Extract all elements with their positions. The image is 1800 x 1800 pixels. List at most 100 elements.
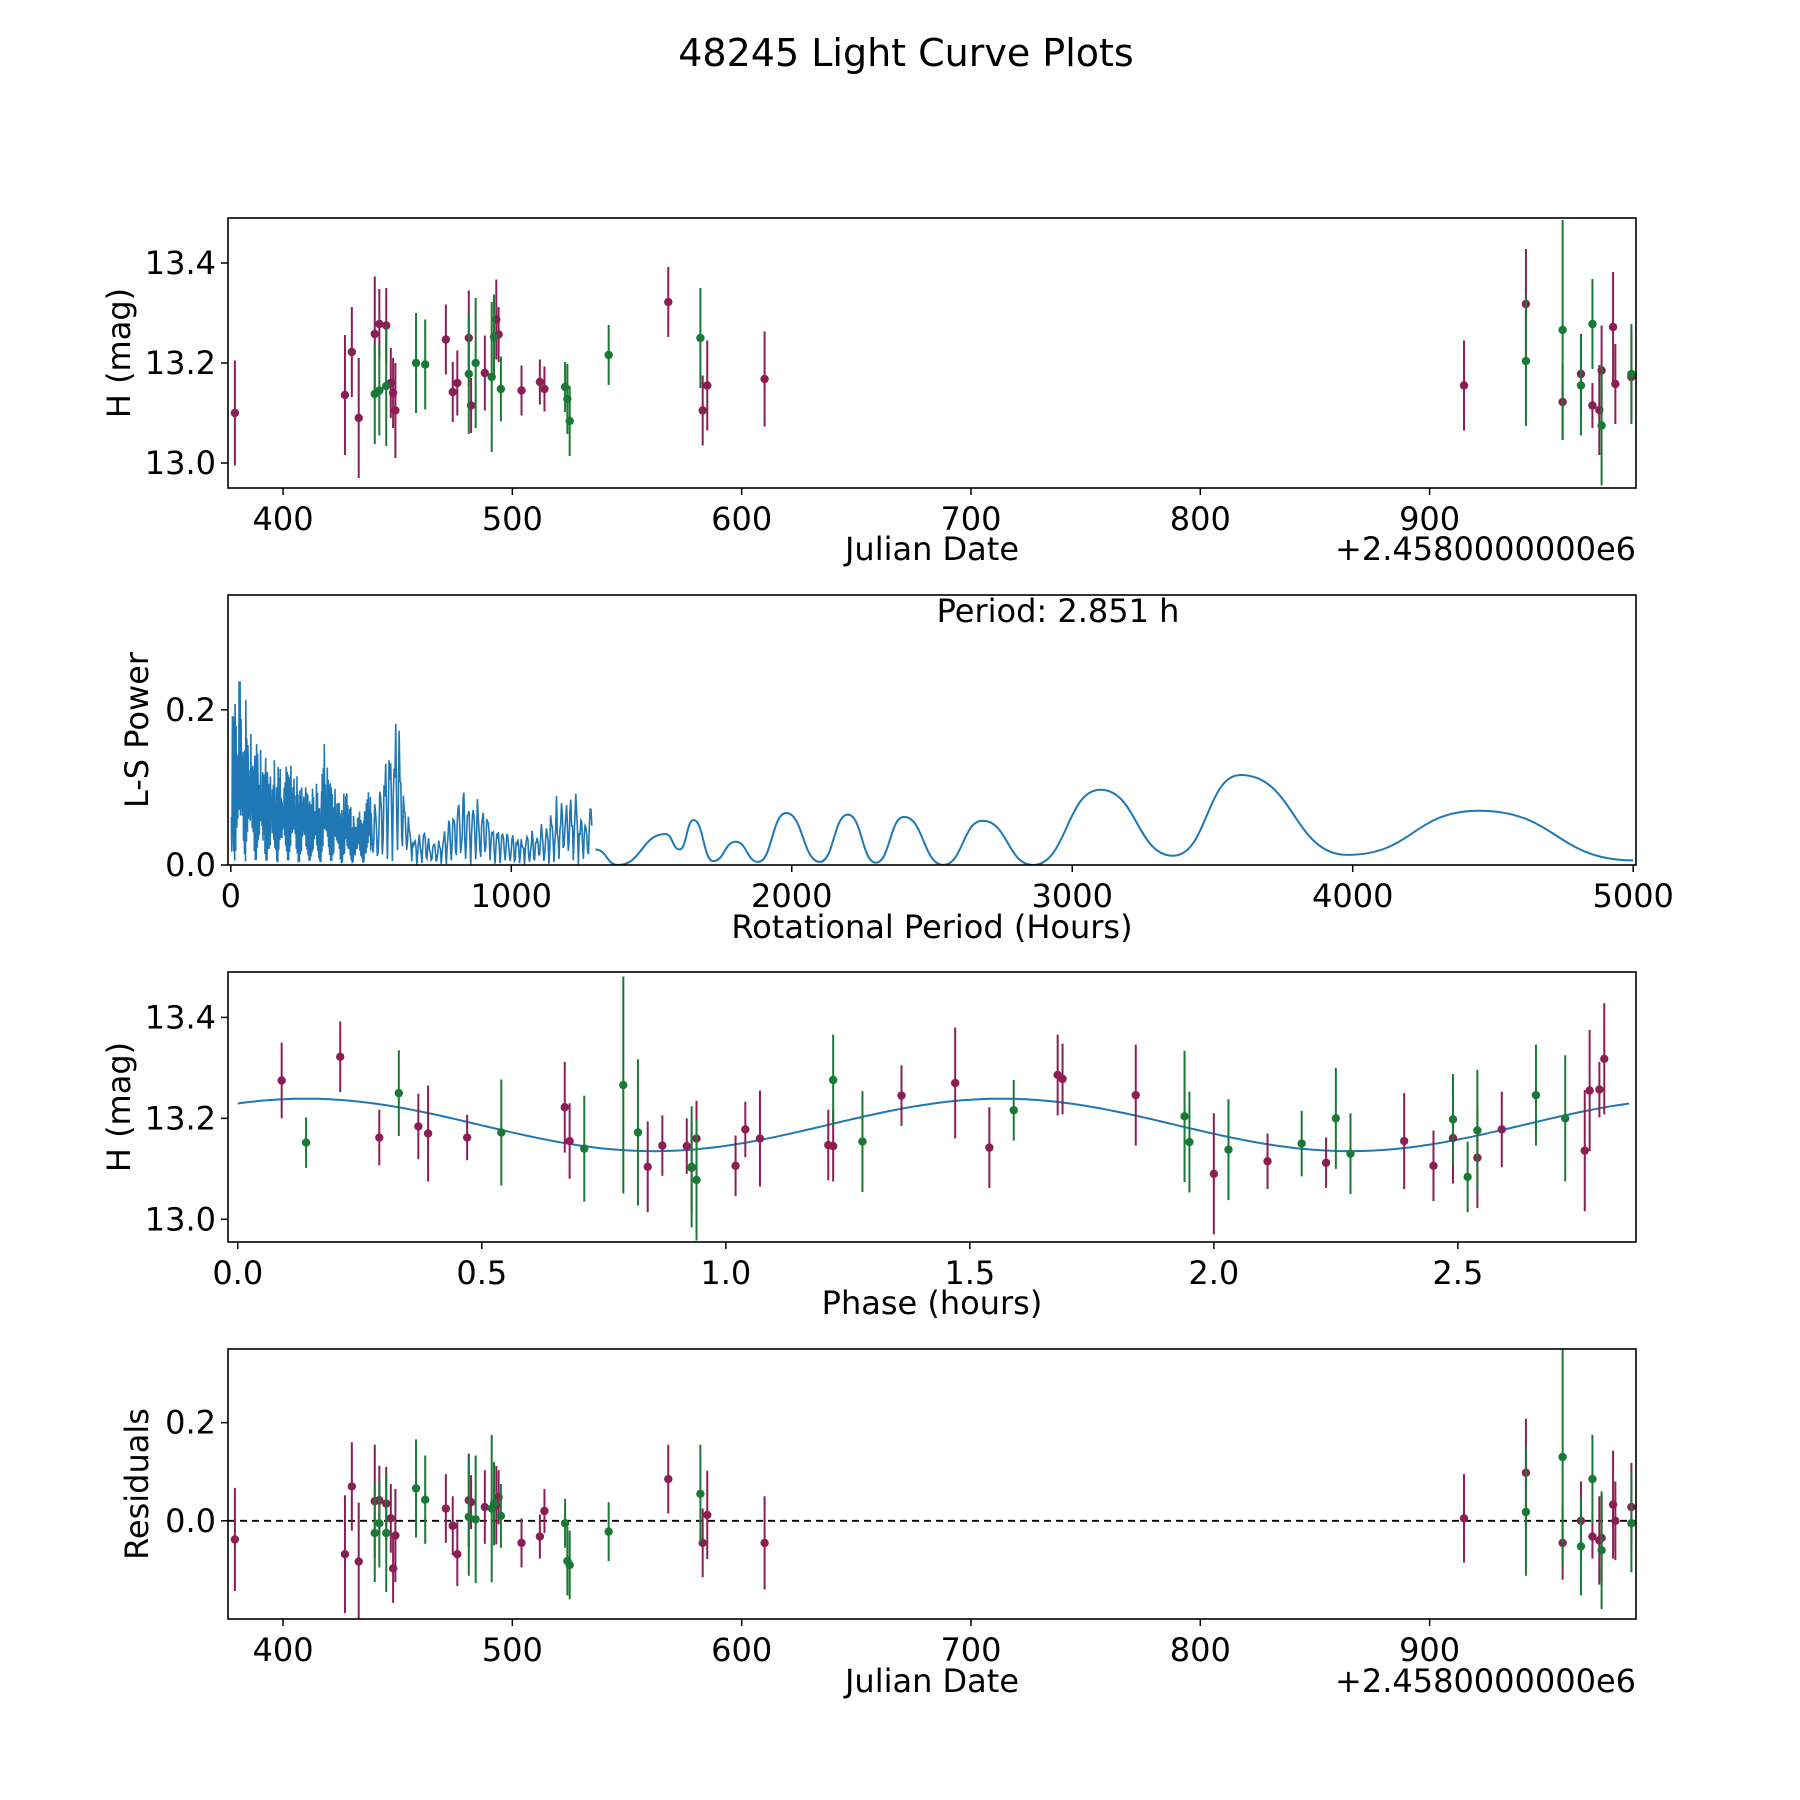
data-point [1429,1161,1438,1170]
data-point [277,1076,286,1085]
data-point [354,413,363,423]
data-point [1558,1452,1567,1462]
data-point [1588,401,1597,410]
data-point [1263,1157,1272,1166]
data-point [828,1141,838,1151]
data-point [394,1088,404,1098]
data-point [560,1103,569,1112]
data-point [658,1141,667,1150]
data-point [560,1519,570,1528]
data-point [375,1133,384,1142]
series-magenta [277,1003,1609,1235]
data-point [703,381,712,390]
series-green [370,1349,1636,1610]
data-point [480,368,490,378]
data-point [828,1075,838,1085]
data-point [340,1550,350,1559]
data-point [1497,1125,1506,1134]
raw-offset-label: +2.4580000000e6 [1335,530,1636,568]
data-point [687,1162,696,1172]
series-magenta [230,249,1636,478]
data-point [448,387,457,397]
data-point [382,1528,391,1538]
data-point [698,406,707,415]
data-point [535,1532,545,1541]
data-point [1627,1519,1636,1528]
periodogram-plot-area [230,681,1634,865]
x-tick-label: 800 [1170,500,1231,538]
data-point [489,1499,499,1508]
data-point [421,1495,430,1504]
data-point [1608,322,1618,332]
data-point [1321,1158,1331,1167]
data-point [1597,421,1606,430]
data-point [696,333,705,343]
data-point [441,335,451,344]
phased-x-label: Phase (hours) [822,1284,1043,1322]
data-point [441,1504,451,1513]
data-point [347,1482,357,1491]
phased-y-label: H (mag) [100,1042,138,1172]
x-tick-label: 2.5 [1432,1254,1483,1292]
data-point [391,406,400,415]
data-point [565,1560,574,1570]
x-tick-label: 500 [482,1631,543,1669]
data-point [1346,1149,1355,1158]
x-tick-label: 3000 [1032,877,1113,915]
x-tick-label: 400 [252,1631,313,1669]
y-tick-label: 13.4 [145,998,216,1036]
x-tick-label: 700 [940,500,1001,538]
y-tick-label: 0.0 [165,846,216,884]
data-point [230,1535,240,1544]
raw-plot-area [230,220,1636,486]
data-point [453,378,462,388]
data-point [1600,1054,1609,1064]
data-point [703,1510,712,1520]
data-point [1611,379,1620,389]
data-point [692,1175,701,1185]
data-point [1399,1136,1409,1146]
data-point [411,1484,421,1493]
y-tick-label: 13.2 [145,1099,216,1137]
y-tick-label: 13.0 [145,1200,216,1238]
raw-light-curve-panel: 400 500 600 700 800 900 13.0 13.2 13.4 Julian D… [100,217,1637,568]
data-point [375,319,384,329]
data-point [347,347,357,357]
data-point [664,1474,673,1484]
data-point [985,1143,994,1152]
data-point [382,381,391,391]
data-point [462,1133,472,1142]
data-point [1521,356,1531,366]
data-point [755,1134,765,1143]
data-point [1463,1172,1472,1182]
data-point [1131,1090,1140,1100]
data-point [386,1514,396,1523]
data-point [1331,1114,1341,1123]
data-point [741,1125,750,1134]
y-tick-label: 13.4 [145,244,216,282]
data-point [471,358,480,368]
raw-y-ticks: 13.0 13.2 13.4 [145,244,228,482]
data-point [950,1078,960,1088]
series-magenta [230,1418,1636,1619]
data-point [1576,381,1586,390]
data-point [1588,319,1597,329]
data-point [382,321,391,330]
periodogram-dense-line [230,681,593,865]
data-point [496,1511,506,1521]
x-tick-label: 5000 [1592,877,1673,915]
data-point [580,1144,589,1153]
periodogram-y-label: L-S Power [118,651,156,808]
periodogram-x-label: Rotational Period (Hours) [731,908,1132,946]
data-point [1009,1106,1018,1115]
residuals-plot-area [228,1349,1636,1619]
data-point [1585,1086,1594,1095]
data-point [540,1506,549,1516]
data-point [633,1128,643,1137]
data-point [301,1138,311,1147]
y-tick-label: 0.2 [165,691,216,729]
data-point [1561,1114,1570,1123]
data-point [370,1528,379,1538]
data-point [464,369,473,379]
data-point [1521,1507,1531,1517]
